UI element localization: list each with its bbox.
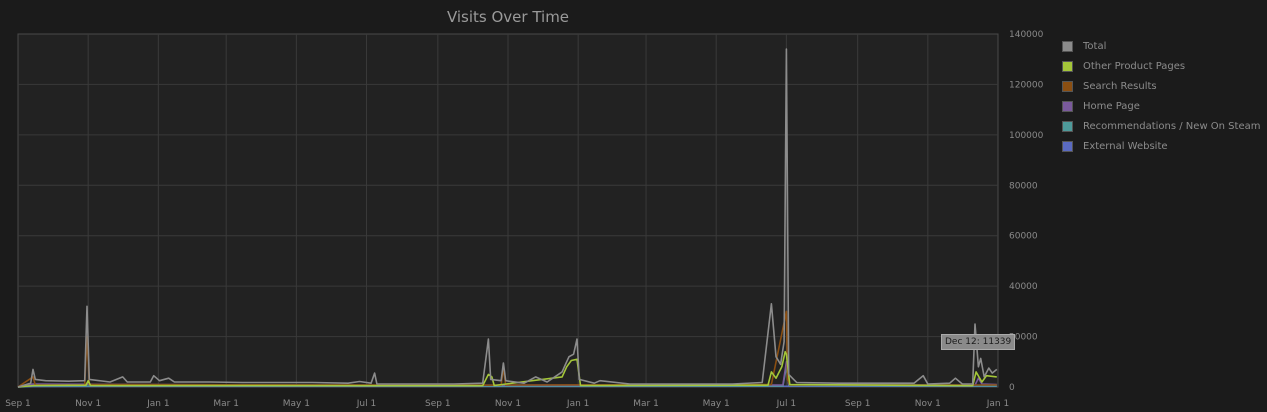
x-tick-label: Mar 1 [633, 399, 659, 409]
x-tick-label: Sep 1 [5, 399, 31, 409]
y-tick-label: 120000 [1009, 80, 1044, 90]
legend-label: External Website [1083, 140, 1168, 152]
x-tick-label: May 1 [703, 399, 730, 409]
y-tick-label: 100000 [1009, 131, 1044, 141]
legend-item-recommendations-new-on-steam[interactable]: Recommendations / New On Steam [1062, 116, 1260, 136]
y-tick-label: 40000 [1009, 282, 1038, 292]
legend-swatch [1062, 60, 1073, 72]
x-tick-label: Mar 1 [213, 399, 239, 409]
y-tick-label: 0 [1009, 383, 1015, 393]
legend-item-external-website[interactable]: External Website [1062, 136, 1260, 156]
legend-item-search-results[interactable]: Search Results [1062, 76, 1260, 96]
x-tick-label: Jan 1 [146, 399, 169, 409]
legend-swatch [1062, 100, 1073, 112]
legend-label: Home Page [1083, 100, 1140, 112]
grid-lines [18, 34, 998, 387]
chart-title: Visits Over Time [446, 8, 570, 26]
legend-swatch [1062, 120, 1073, 132]
legend-item-total[interactable]: Total [1062, 36, 1260, 56]
legend-swatch [1062, 80, 1073, 92]
x-tick-label: Nov 1 [75, 399, 101, 409]
x-tick-label: May 1 [283, 399, 310, 409]
legend: Total Other Product Pages Search Results Ho… [1062, 36, 1260, 156]
x-tick-label: Sep 1 [845, 399, 871, 409]
x-tick-label: Jan 1 [986, 399, 1009, 409]
x-axis-ticks: Sep 1 Nov 1 Jan 1 Mar 1 May 1 Jul 1 Sep 1 Nov 1… [5, 399, 1009, 409]
y-tick-label: 80000 [1009, 181, 1038, 191]
y-axis-ticks: 0 20000 40000 60000 80000 100000 120000 140000 [1009, 30, 1044, 393]
x-tick-label: Nov 1 [915, 399, 941, 409]
legend-item-home-page[interactable]: Home Page [1062, 96, 1260, 116]
y-tick-label: 140000 [1009, 30, 1044, 40]
x-tick-label: Jul 1 [356, 399, 376, 409]
legend-swatch [1062, 140, 1073, 152]
legend-label: Search Results [1083, 80, 1157, 92]
legend-swatch [1062, 40, 1073, 52]
x-tick-label: Nov 1 [495, 399, 521, 409]
legend-item-other-product-pages[interactable]: Other Product Pages [1062, 56, 1260, 76]
hover-tooltip: Dec 12: 11339 [941, 334, 1016, 350]
series-line-total [17, 48, 998, 388]
legend-label: Recommendations / New On Steam [1083, 120, 1261, 132]
y-tick-label: 20000 [1009, 333, 1038, 343]
x-tick-label: Sep 1 [425, 399, 451, 409]
legend-label: Total [1083, 40, 1107, 52]
x-tick-label: Jul 1 [776, 399, 796, 409]
x-tick-label: Jan 1 [566, 399, 589, 409]
y-tick-label: 60000 [1009, 232, 1038, 242]
legend-label: Other Product Pages [1083, 60, 1186, 72]
series-lines [17, 48, 998, 388]
